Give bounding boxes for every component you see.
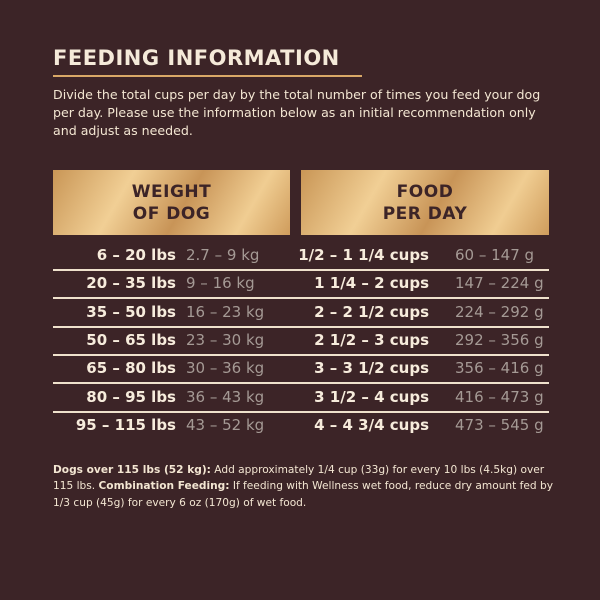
grams-per-day: 416 – 473 g xyxy=(455,387,544,406)
weight-lbs: 35 – 50 lbs xyxy=(86,302,176,321)
weight-lbs: 80 – 95 lbs xyxy=(86,387,176,406)
grams-per-day: 356 – 416 g xyxy=(455,359,544,378)
footer-bold-1: Dogs over 115 lbs (52 kg): xyxy=(53,464,211,476)
cups-per-day: 1 1/4 – 2 cups xyxy=(314,274,429,293)
table-row: 80 – 95 lbs 36 – 43 kg 3 1/2 – 4 cups 416 –… xyxy=(53,384,549,412)
footer-text-1: Add approximately 1/4 cup (33g) for ever… xyxy=(53,464,545,493)
title-underline xyxy=(53,75,362,77)
grams-per-day: 292 – 356 g xyxy=(455,330,544,349)
cups-per-day: 3 – 3 1/2 cups xyxy=(314,359,429,378)
row-divider xyxy=(53,325,549,328)
cups-per-day: 3 1/2 – 4 cups xyxy=(314,387,429,406)
table-row: 50 – 65 lbs 23 – 30 kg 2 1/2 – 3 cups 292 –… xyxy=(53,327,549,355)
weight-kg: 23 – 30 kg xyxy=(186,330,265,349)
table-row: 65 – 80 lbs 30 – 36 kg 3 – 3 1/2 cups 356 –… xyxy=(53,355,549,383)
footer-note: Dogs over 115 lbs (52 kg): Add approxima… xyxy=(53,462,563,511)
weight-kg: 9 – 16 kg xyxy=(186,274,255,293)
weight-kg: 2.7 – 9 kg xyxy=(186,246,260,264)
grams-per-day: 224 – 292 g xyxy=(455,302,544,321)
row-divider xyxy=(53,382,549,385)
weight-header-line2: OF DOG xyxy=(132,203,211,224)
row-divider xyxy=(53,410,549,413)
cups-per-day: 1/2 – 1 1/4 cups xyxy=(298,246,429,264)
row-divider xyxy=(53,353,549,356)
weight-lbs: 20 – 35 lbs xyxy=(86,274,176,293)
cups-per-day: 2 1/2 – 3 cups xyxy=(314,330,429,349)
cups-per-day: 2 – 2 1/2 cups xyxy=(314,302,429,321)
row-divider xyxy=(53,269,549,271)
table-row: 35 – 50 lbs 16 – 23 kg 2 – 2 1/2 cups 224 –… xyxy=(53,299,549,327)
grams-per-day: 147 – 224 g xyxy=(455,274,544,293)
table-row: 20 – 35 lbs 9 – 16 kg 1 1/4 – 2 cups 147 – … xyxy=(53,270,549,298)
weight-header: WEIGHT OF DOG xyxy=(53,170,290,235)
grams-per-day: 60 – 147 g xyxy=(455,246,535,264)
intro-text: Divide the total cups per day by the tot… xyxy=(53,87,541,138)
weight-kg: 43 – 52 kg xyxy=(186,415,265,434)
table-row: 6 – 20 lbs 2.7 – 9 kg 1/2 – 1 1/4 cups 60 –… xyxy=(53,242,549,270)
weight-header-line1: WEIGHT xyxy=(131,181,212,202)
table-row: 95 – 115 lbs 43 – 52 kg 4 – 4 3/4 cups 473 … xyxy=(53,412,549,440)
weight-kg: 30 – 36 kg xyxy=(186,359,265,378)
weight-lbs: 50 – 65 lbs xyxy=(86,330,176,349)
footer-bold-2: Combination Feeding: xyxy=(98,480,230,493)
food-header-line1: FOOD xyxy=(396,181,454,202)
footer-text-2: If feeding with Wellness wet food, reduc… xyxy=(53,480,553,509)
weight-kg: 16 – 23 kg xyxy=(186,302,265,321)
weight-kg: 36 – 43 kg xyxy=(186,387,265,406)
weight-lbs: 6 – 20 lbs xyxy=(96,246,176,264)
page-title: FEEDING INFORMATION xyxy=(53,46,340,70)
grams-per-day: 473 – 545 g xyxy=(455,415,544,434)
food-header-line2: PER DAY xyxy=(382,203,468,224)
weight-lbs: 95 – 115 lbs xyxy=(75,415,176,434)
row-divider xyxy=(53,297,549,300)
weight-lbs: 65 – 80 lbs xyxy=(86,359,176,378)
food-header: FOOD PER DAY xyxy=(301,170,549,235)
cups-per-day: 4 – 4 3/4 cups xyxy=(314,415,429,434)
